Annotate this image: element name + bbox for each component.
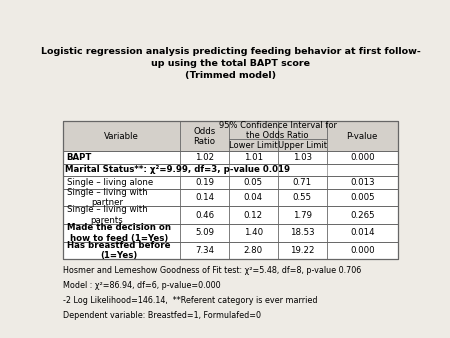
Text: 0.000: 0.000 bbox=[350, 153, 374, 162]
Text: 0.014: 0.014 bbox=[350, 228, 374, 237]
Text: 0.013: 0.013 bbox=[350, 178, 374, 187]
Text: Logistic regression analysis predicting feeding behavior at first follow-
up usi: Logistic regression analysis predicting … bbox=[41, 47, 420, 80]
Text: 0.46: 0.46 bbox=[195, 211, 214, 220]
Bar bbox=[63, 224, 398, 242]
Text: Variable: Variable bbox=[104, 132, 139, 141]
Text: Has breastfed before
(1=Yes): Has breastfed before (1=Yes) bbox=[67, 241, 170, 260]
Text: 1.79: 1.79 bbox=[292, 211, 311, 220]
Text: Single – living with
parents: Single – living with parents bbox=[67, 206, 148, 225]
Text: 95% Confidence Interval for
the Odds Ratio: 95% Confidence Interval for the Odds Rat… bbox=[219, 121, 337, 140]
Text: 0.000: 0.000 bbox=[350, 246, 374, 255]
Text: 7.34: 7.34 bbox=[195, 246, 214, 255]
Bar bbox=[63, 164, 398, 176]
Text: 0.19: 0.19 bbox=[195, 178, 214, 187]
Text: 0.04: 0.04 bbox=[244, 193, 263, 202]
Text: Hosmer and Lemeshow Goodness of Fit test: χ²=5.48, df=8, p-value 0.706: Hosmer and Lemeshow Goodness of Fit test… bbox=[63, 266, 361, 275]
Text: Single – living with
partner: Single – living with partner bbox=[67, 188, 148, 207]
Text: 19.22: 19.22 bbox=[290, 246, 315, 255]
Text: 18.53: 18.53 bbox=[290, 228, 315, 237]
Text: Marital Status**: χ²=9.99, df=3, p-value 0.019: Marital Status**: χ²=9.99, df=3, p-value… bbox=[65, 165, 290, 174]
Text: 2.80: 2.80 bbox=[244, 246, 263, 255]
Text: 1.40: 1.40 bbox=[244, 228, 263, 237]
Text: 1.01: 1.01 bbox=[244, 153, 263, 162]
Text: Single – living alone: Single – living alone bbox=[67, 178, 153, 187]
Text: Model : χ²=86.94, df=6, p-value=0.000: Model : χ²=86.94, df=6, p-value=0.000 bbox=[63, 281, 221, 290]
Bar bbox=[63, 242, 398, 260]
Text: 0.71: 0.71 bbox=[292, 178, 312, 187]
Text: 0.55: 0.55 bbox=[292, 193, 312, 202]
Bar bbox=[63, 189, 398, 206]
Text: -2 Log Likelihood=146.14,  **Referent category is ever married: -2 Log Likelihood=146.14, **Referent cat… bbox=[63, 296, 318, 305]
Text: Made the decision on
how to feed (1=Yes): Made the decision on how to feed (1=Yes) bbox=[67, 223, 171, 243]
Text: Lower Limit: Lower Limit bbox=[229, 141, 278, 150]
Text: 1.03: 1.03 bbox=[292, 153, 312, 162]
Text: 0.005: 0.005 bbox=[350, 193, 374, 202]
Text: 1.02: 1.02 bbox=[195, 153, 214, 162]
Text: 5.09: 5.09 bbox=[195, 228, 214, 237]
Text: P-value: P-value bbox=[346, 132, 378, 141]
Bar bbox=[63, 176, 398, 189]
Text: Odds
Ratio: Odds Ratio bbox=[194, 126, 216, 146]
Text: 0.05: 0.05 bbox=[244, 178, 263, 187]
Text: BAPT: BAPT bbox=[67, 153, 92, 162]
Text: 0.12: 0.12 bbox=[244, 211, 263, 220]
Text: 0.14: 0.14 bbox=[195, 193, 214, 202]
Text: Dependent variable: Breastfed=1, Formulafed=0: Dependent variable: Breastfed=1, Formula… bbox=[63, 311, 261, 320]
Bar bbox=[63, 206, 398, 224]
Text: Upper Limit: Upper Limit bbox=[278, 141, 327, 150]
Text: 0.265: 0.265 bbox=[350, 211, 374, 220]
Bar bbox=[63, 151, 398, 164]
